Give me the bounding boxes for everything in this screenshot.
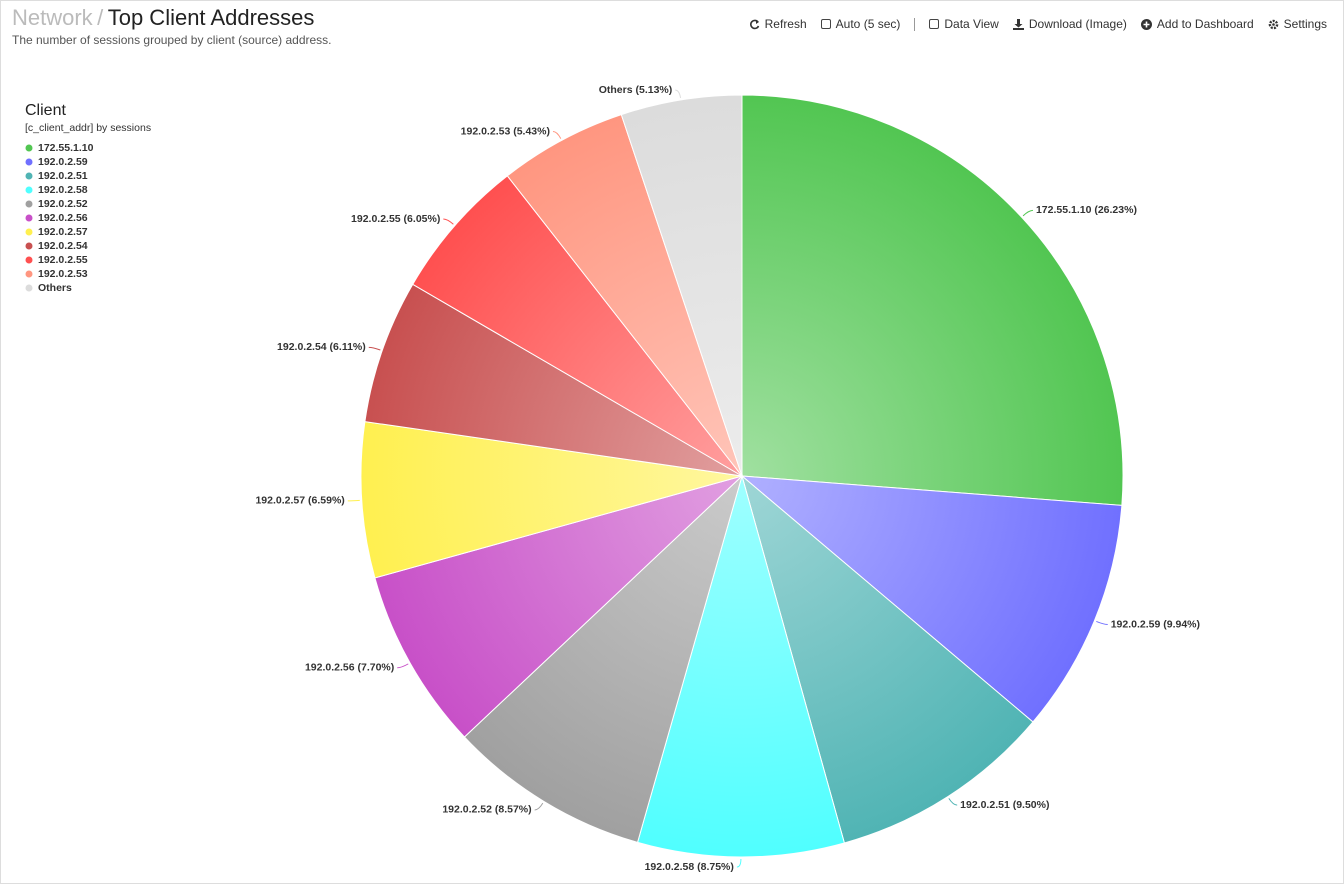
data-label: Others (5.13%) [599, 84, 673, 96]
pie-slice [636, 474, 845, 858]
pie-slice [620, 94, 743, 477]
pie-slice [364, 283, 743, 477]
leader-line [1096, 620, 1108, 625]
settings-label: Settings [1283, 17, 1327, 31]
leader-line [397, 663, 409, 669]
auto-checkbox[interactable]: Auto (5 sec) [820, 17, 901, 31]
legend-label: 192.0.2.58 [38, 184, 88, 196]
pie-slice [360, 421, 743, 579]
breadcrumb[interactable]: Network [12, 5, 93, 30]
leader-line [347, 499, 360, 502]
legend-marker [25, 256, 33, 264]
legend-label: 192.0.2.55 [38, 254, 88, 266]
leader-line [675, 89, 682, 99]
pie-slice [741, 94, 1124, 506]
legend-marker [25, 144, 33, 152]
toolbar: Refresh Auto (5 sec) Data View Download … [749, 17, 1327, 31]
auto-label: Auto (5 sec) [835, 17, 901, 31]
legend-subtitle: [c_client_addr] by sessions [25, 122, 151, 134]
header: Network / Top Client Addresses The numbe… [12, 5, 332, 47]
data-label: 172.55.1.10 (26.23%) [1036, 204, 1137, 216]
pie-slice [741, 474, 1034, 844]
legend-label: Others [38, 282, 72, 294]
legend-marker [25, 186, 33, 194]
legend-label: 192.0.2.51 [38, 170, 88, 182]
data-label: 192.0.2.59 (9.94%) [1111, 618, 1200, 630]
pie-slice [740, 475, 1123, 723]
leader-line [552, 131, 562, 139]
legend-label: 192.0.2.54 [38, 240, 88, 252]
pie-slice [463, 474, 743, 844]
leader-line [368, 346, 381, 351]
add-dashboard-button[interactable]: Add to Dashboard [1140, 17, 1254, 31]
data-label: 192.0.2.57 (6.59%) [255, 495, 344, 507]
legend-marker [25, 228, 33, 236]
pie-slice [506, 113, 743, 477]
data-view-checkbox[interactable]: Data View [929, 17, 999, 31]
settings-button[interactable]: Settings [1268, 17, 1327, 31]
leader-line [1022, 209, 1033, 217]
legend-marker [25, 284, 33, 292]
legend-marker [25, 172, 33, 180]
legend-label: 192.0.2.53 [38, 268, 88, 280]
pie-slice [374, 475, 743, 738]
data-label: 192.0.2.55 (6.05%) [351, 213, 440, 225]
data-label: 192.0.2.56 (7.70%) [305, 662, 394, 674]
legend-title: Client [25, 102, 66, 119]
leader-line [948, 798, 958, 806]
legend-marker [25, 214, 33, 222]
separator [914, 17, 916, 31]
leader-line [736, 858, 742, 868]
data-label: 192.0.2.54 (6.11%) [277, 341, 366, 353]
legend-marker [25, 270, 33, 278]
legend-label: 192.0.2.57 [38, 226, 88, 238]
legend-label: 192.0.2.52 [38, 198, 88, 210]
legend-marker [25, 242, 33, 250]
leader-line [443, 218, 454, 225]
refresh-label: Refresh [764, 17, 807, 31]
leader-line [534, 802, 544, 811]
data-label: 192.0.2.53 (5.43%) [461, 125, 550, 137]
subtitle: The number of sessions grouped by client… [12, 33, 332, 47]
data-label: 192.0.2.58 (8.75%) [645, 861, 734, 873]
download-label: Download (Image) [1028, 17, 1127, 31]
legend-label: 192.0.2.59 [38, 156, 88, 168]
legend-marker [25, 158, 33, 166]
legend-label: 192.0.2.56 [38, 212, 88, 224]
title: Top Client Addresses [107, 5, 315, 30]
pie-slice [412, 175, 743, 477]
add-dashboard-label: Add to Dashboard [1156, 17, 1254, 31]
data-view-label: Data View [944, 17, 999, 31]
refresh-button[interactable]: Refresh [749, 17, 807, 31]
legend-label: 172.55.1.10 [38, 142, 94, 154]
legend-marker [25, 200, 33, 208]
separator: / [97, 5, 104, 30]
data-label: 192.0.2.51 (9.50%) [960, 799, 1049, 811]
data-label: 192.0.2.52 (8.57%) [442, 804, 531, 816]
download-button[interactable]: Download (Image) [1012, 17, 1127, 31]
